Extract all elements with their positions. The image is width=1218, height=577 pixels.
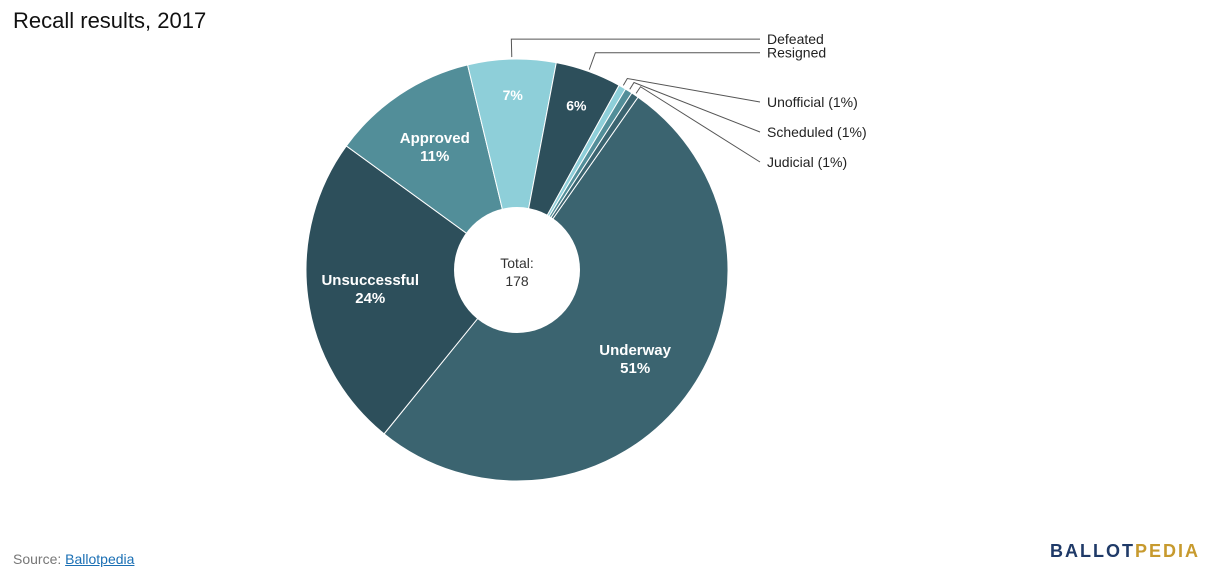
slice-percent-resigned: 6% xyxy=(566,97,587,113)
pie-slice-unsuccessful xyxy=(305,145,518,435)
pie-slice-approved xyxy=(345,64,518,272)
logo-part-1: BALLOT xyxy=(1050,541,1135,561)
callout-label-unofficial: Unofficial (1%) xyxy=(767,94,858,110)
slice-percent-defeated: 7% xyxy=(503,87,524,103)
callout-line-judicial xyxy=(635,86,761,163)
callout-line-scheduled xyxy=(629,81,761,133)
source-link[interactable]: Ballotpedia xyxy=(65,551,135,567)
callout-label-judicial: Judicial (1%) xyxy=(767,154,847,170)
slice-percent-approved: 11% xyxy=(420,148,449,165)
center-value: 178 xyxy=(505,273,529,289)
callout-label-resigned: Resigned xyxy=(767,45,826,61)
slice-label-unsuccessful: Unsuccessful xyxy=(321,272,419,289)
slice-label-underway: Underway xyxy=(599,342,671,359)
slice-percent-unsuccessful: 24% xyxy=(355,290,385,307)
callout-label-defeated: Defeated xyxy=(767,31,824,47)
slice-label-approved: Approved xyxy=(400,130,470,147)
source-prefix: Source: xyxy=(13,551,66,567)
callout-line-defeated xyxy=(510,38,760,58)
chart-title: Recall results, 2017 xyxy=(13,8,207,33)
source-note: Source: Ballotpedia xyxy=(13,551,134,567)
logo-part-2: PEDIA xyxy=(1134,541,1200,561)
donut-hole xyxy=(454,207,580,333)
callout-line-resigned xyxy=(588,52,760,70)
callout-line-unofficial xyxy=(622,77,761,103)
center-label: Total: xyxy=(500,255,533,271)
ballotpedia-logo: BALLOTPEDIA xyxy=(1050,541,1200,562)
callout-label-scheduled: Scheduled (1%) xyxy=(767,124,867,140)
slice-percent-underway: 51% xyxy=(620,360,650,377)
